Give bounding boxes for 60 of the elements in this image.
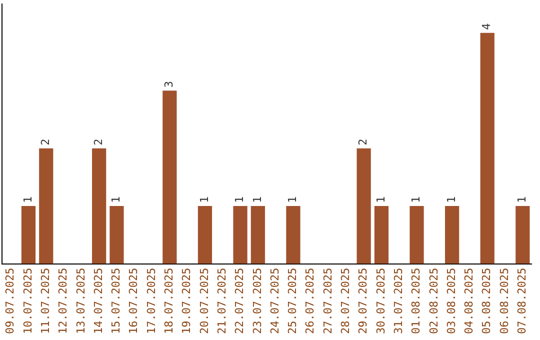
bar bbox=[162, 90, 177, 264]
x-tick-label: 06.08.2025 bbox=[498, 268, 511, 334]
x-tick-label: 12.07.2025 bbox=[56, 268, 70, 334]
data-label: 1 bbox=[250, 196, 264, 204]
bar bbox=[39, 148, 54, 264]
data-label: 1 bbox=[444, 196, 458, 204]
bar bbox=[356, 148, 371, 264]
x-tick-label: 21.07.2025 bbox=[215, 268, 228, 334]
x-tick-label: 29.07.2025 bbox=[356, 268, 370, 334]
x-tick-label: 11.07.2025 bbox=[38, 268, 52, 334]
bar bbox=[21, 206, 36, 264]
bar bbox=[110, 206, 124, 264]
data-label: 4 bbox=[480, 22, 494, 30]
x-tick-label: 22.07.2025 bbox=[233, 268, 246, 334]
x-tick-label: 17.07.2025 bbox=[144, 268, 158, 334]
data-label: 1 bbox=[21, 196, 34, 204]
data-label: 1 bbox=[374, 196, 388, 204]
x-tick-label: 18.07.2025 bbox=[162, 268, 176, 334]
x-tick-label: 24.07.2025 bbox=[268, 268, 282, 334]
data-label: 1 bbox=[516, 196, 529, 204]
data-label: 2 bbox=[38, 138, 52, 146]
x-tick-label: 04.08.2025 bbox=[462, 268, 476, 334]
x-tick-label: 26.07.2025 bbox=[304, 268, 317, 334]
bar bbox=[286, 206, 300, 264]
x-tick-label: 15.07.2025 bbox=[110, 268, 123, 334]
x-tick-label: 10.07.2025 bbox=[21, 268, 34, 334]
x-tick-label: 19.07.2025 bbox=[180, 268, 194, 334]
bar bbox=[250, 206, 265, 264]
data-label: 1 bbox=[233, 196, 246, 204]
x-tick-label: 30.07.2025 bbox=[374, 268, 388, 334]
x-tick-label: 07.08.2025 bbox=[516, 268, 529, 334]
x-tick-label: 27.07.2025 bbox=[321, 268, 334, 334]
x-tick-label: 28.07.2025 bbox=[339, 268, 352, 334]
x-tick-label: 31.07.2025 bbox=[392, 268, 405, 334]
data-label: 3 bbox=[162, 80, 176, 88]
bar bbox=[198, 206, 212, 264]
x-tick-label: 16.07.2025 bbox=[127, 268, 140, 334]
x-tick-label: 01.08.2025 bbox=[410, 268, 423, 334]
data-label: 2 bbox=[356, 138, 370, 146]
bar bbox=[92, 148, 106, 264]
bar bbox=[410, 206, 424, 264]
x-tick-label: 13.07.2025 bbox=[74, 268, 88, 334]
bar bbox=[445, 206, 460, 264]
data-label: 1 bbox=[286, 196, 300, 204]
data-label: 2 bbox=[92, 138, 105, 146]
bar bbox=[480, 32, 494, 264]
x-tick-label: 25.07.2025 bbox=[286, 268, 300, 334]
data-label: 1 bbox=[410, 196, 423, 204]
bar bbox=[374, 206, 389, 264]
data-label: 1 bbox=[110, 196, 123, 204]
x-tick-label: 23.07.2025 bbox=[250, 268, 264, 334]
x-tick-label: 20.07.2025 bbox=[198, 268, 211, 334]
x-tick-label: 02.08.2025 bbox=[427, 268, 440, 334]
bar bbox=[516, 206, 530, 264]
bar bbox=[233, 206, 248, 264]
x-tick-label: 05.08.2025 bbox=[480, 268, 494, 334]
x-tick-label: 09.07.2025 bbox=[4, 268, 17, 334]
data-label: 1 bbox=[198, 196, 211, 204]
x-tick-label: 14.07.2025 bbox=[92, 268, 105, 334]
x-tick-label: 03.08.2025 bbox=[444, 268, 458, 334]
